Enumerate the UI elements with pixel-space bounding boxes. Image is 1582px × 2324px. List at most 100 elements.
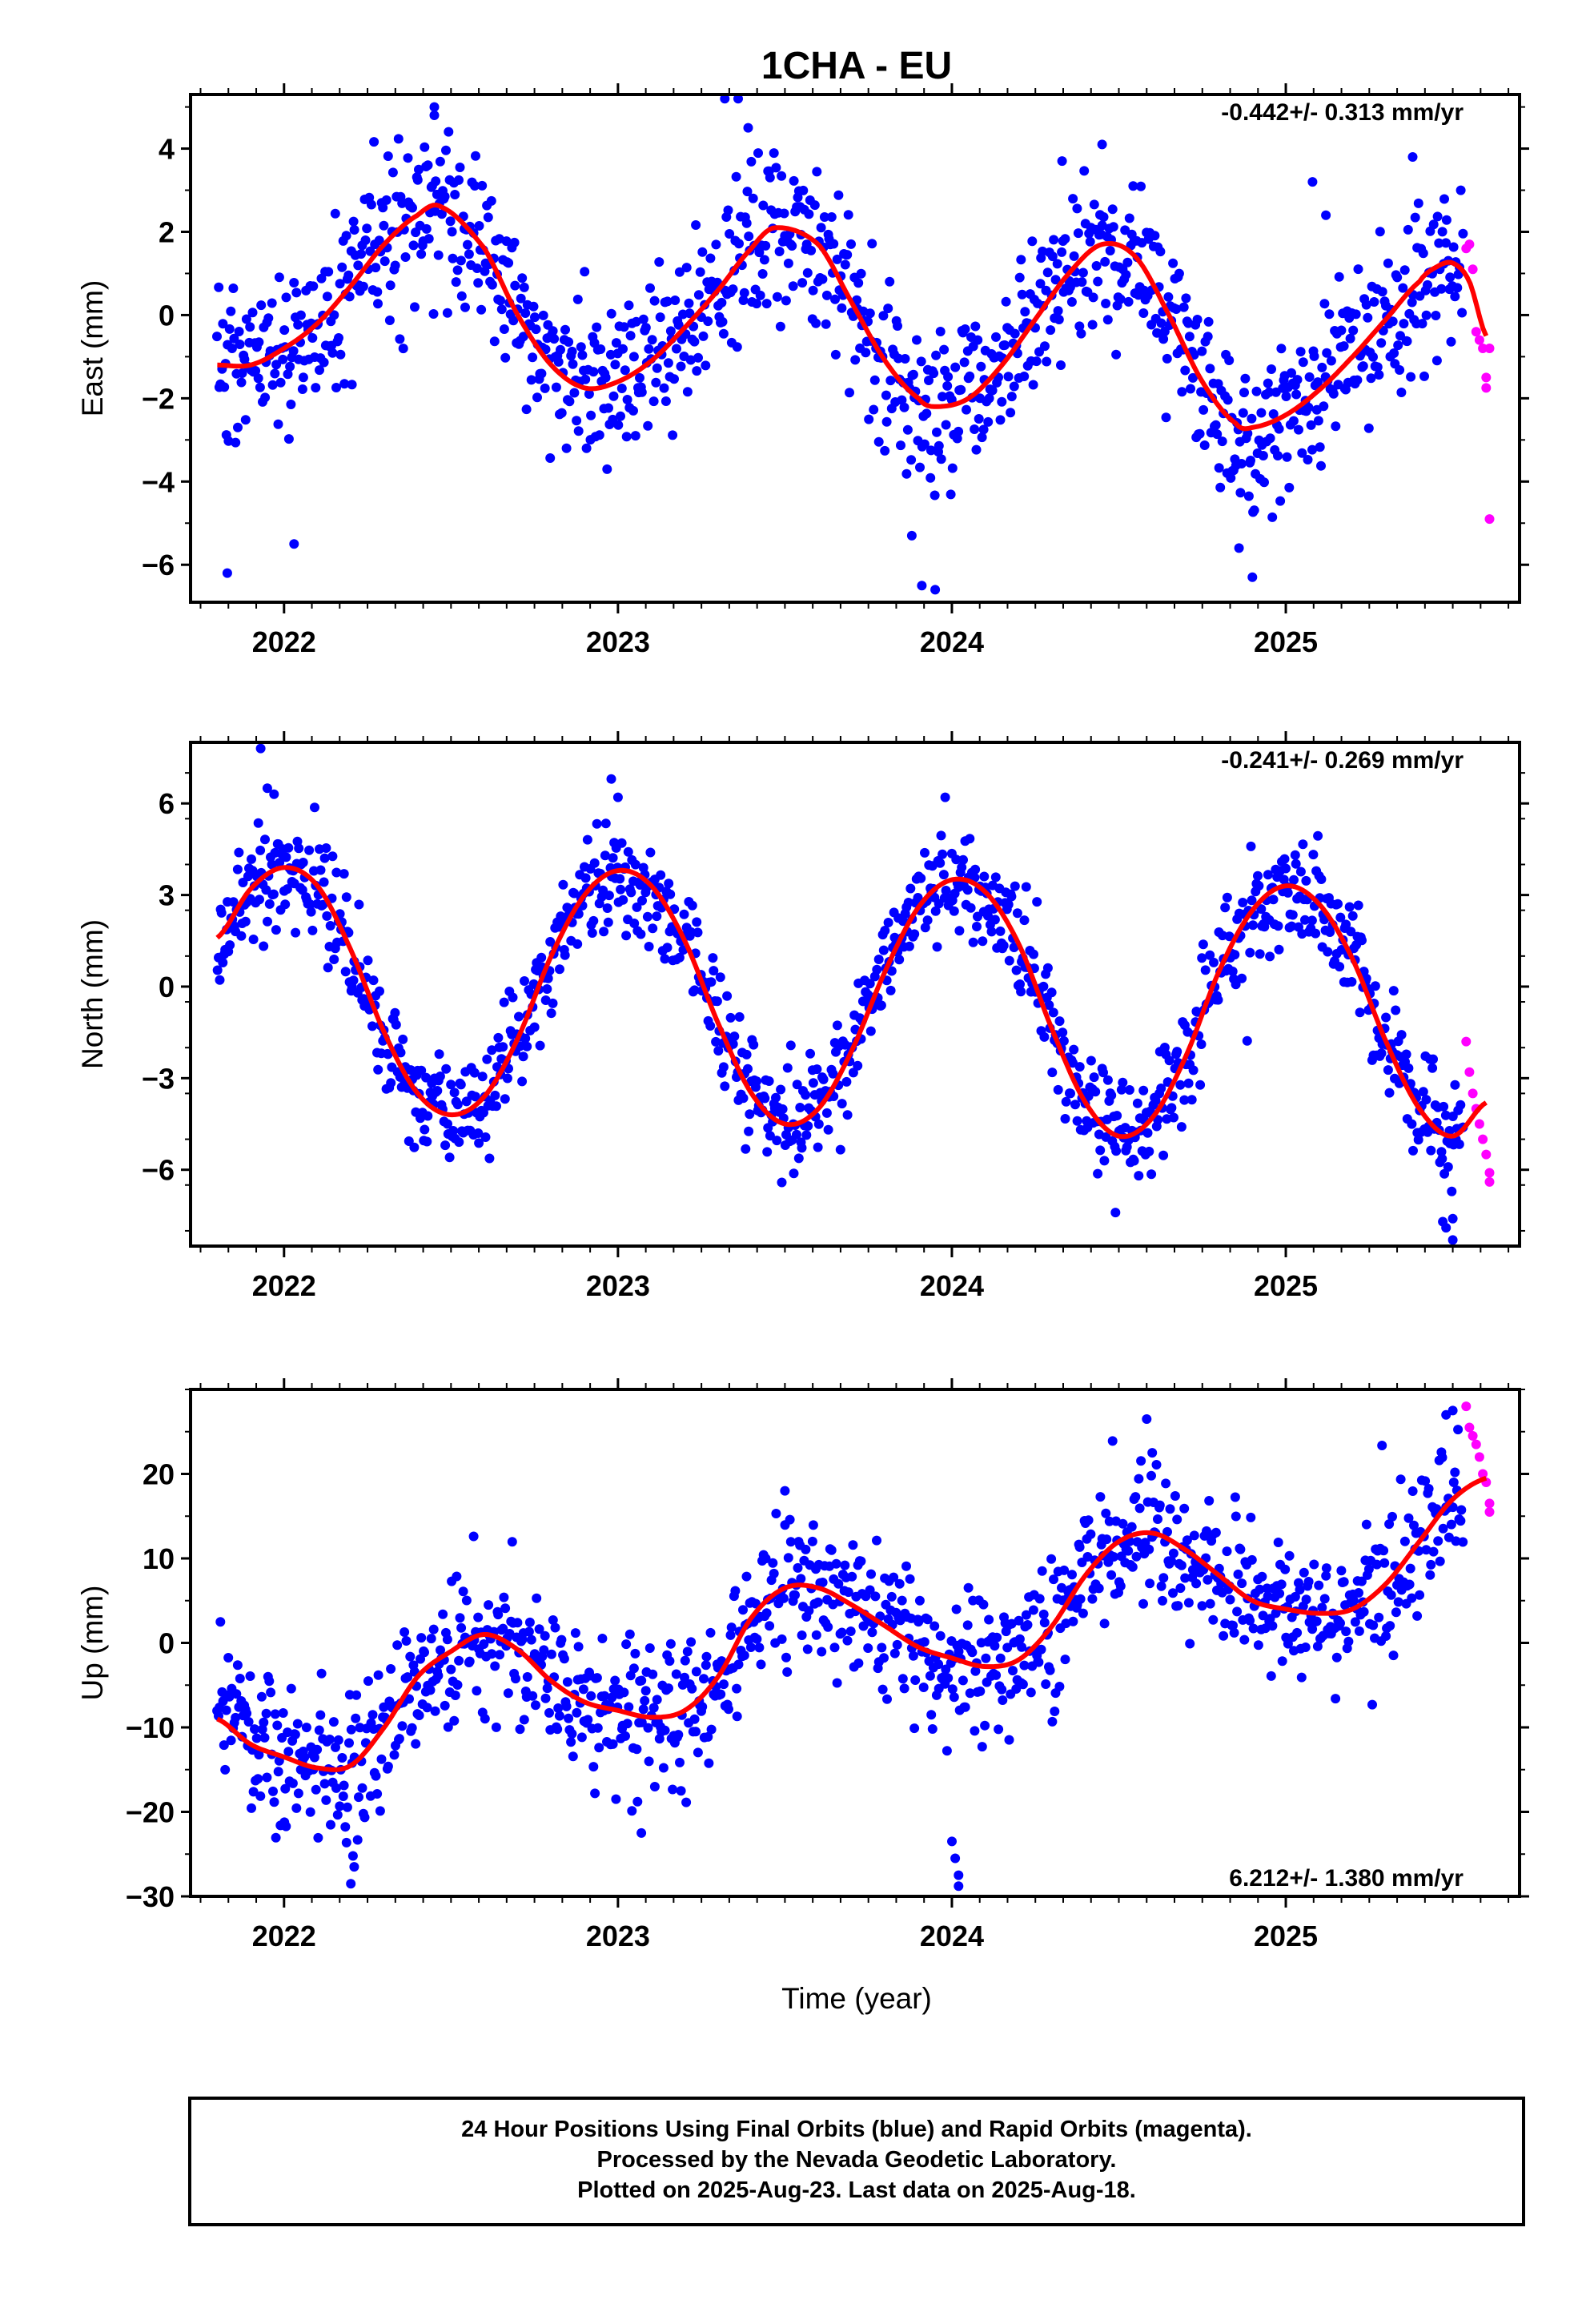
final-orbit-point: [881, 390, 891, 400]
final-orbit-point: [373, 1670, 383, 1680]
final-orbit-point: [802, 1644, 813, 1655]
rapid-orbit-point: [1464, 1422, 1475, 1433]
final-orbit-point: [894, 955, 905, 965]
final-orbit-point: [1451, 1536, 1461, 1546]
final-orbit-point: [1107, 1436, 1118, 1446]
final-orbit-point: [1188, 372, 1198, 383]
final-orbit-point: [1347, 911, 1358, 921]
final-orbit-point: [636, 1675, 647, 1686]
final-orbit-point: [216, 907, 227, 918]
final-orbit-point: [1102, 315, 1113, 325]
final-orbit-point: [218, 958, 228, 967]
final-orbit-point: [1039, 1618, 1050, 1628]
final-orbit-point: [222, 568, 232, 578]
final-orbit-point: [474, 221, 484, 231]
final-orbit-point: [789, 175, 799, 186]
final-orbit-point: [971, 444, 982, 455]
final-orbit-point: [807, 1536, 817, 1546]
final-orbit-point: [1230, 1492, 1240, 1502]
velocity-label: 6.212+/- 1.380 mm/yr: [1229, 1865, 1464, 1892]
final-orbit-point: [376, 1754, 387, 1764]
x-tick-label: 2025: [1254, 1269, 1318, 1302]
final-orbit-point: [1118, 1077, 1128, 1088]
final-orbit-point: [648, 396, 659, 407]
final-orbit-point: [1172, 1514, 1182, 1525]
final-orbit-point: [790, 1590, 800, 1600]
final-orbit-point: [897, 1595, 907, 1606]
final-orbit-point: [638, 314, 648, 324]
final-orbit-point: [970, 864, 981, 875]
final-orbit-point: [267, 380, 278, 390]
final-orbit-point: [529, 1022, 540, 1032]
final-orbit-point: [611, 1794, 621, 1804]
final-orbit-point: [1426, 1145, 1436, 1156]
final-orbit-point: [616, 884, 626, 895]
final-orbit-point: [339, 1780, 349, 1791]
final-orbit-point: [671, 1669, 681, 1679]
final-orbit-point: [264, 1676, 275, 1687]
final-orbit-point: [1182, 1535, 1192, 1546]
final-orbit-point: [880, 926, 890, 935]
final-orbit-point: [1274, 944, 1284, 955]
final-orbit-point: [1058, 1027, 1068, 1038]
final-orbit-point: [373, 299, 383, 309]
final-orbit-point: [245, 322, 255, 332]
final-orbit-point: [1287, 921, 1297, 931]
final-orbit-point: [428, 309, 439, 319]
final-orbit-point: [1247, 895, 1257, 906]
final-orbit-point: [1391, 1005, 1401, 1015]
final-orbit-point: [947, 1684, 958, 1695]
final-orbit-point: [741, 1049, 752, 1059]
final-orbit-point: [1428, 219, 1439, 230]
final-orbit-point: [1086, 1055, 1096, 1066]
final-orbit-point: [1443, 1162, 1453, 1172]
final-orbit-point: [531, 1700, 540, 1711]
final-orbit-point: [236, 377, 247, 388]
final-orbit-point: [1091, 261, 1102, 271]
final-orbit-point: [341, 892, 351, 903]
final-orbit-point: [821, 290, 832, 300]
final-orbit-point: [455, 163, 465, 172]
final-orbit-point: [662, 943, 673, 953]
final-orbit-point: [285, 361, 295, 372]
final-orbit-point: [922, 1614, 933, 1625]
final-orbit-point: [758, 200, 769, 211]
final-orbit-point: [957, 862, 967, 873]
final-orbit-point: [1200, 965, 1211, 975]
final-orbit-point: [1248, 1623, 1259, 1634]
final-orbit-point: [1222, 892, 1232, 903]
final-orbit-point: [885, 985, 896, 995]
final-orbit-point: [274, 272, 284, 283]
final-orbit-point: [1384, 1519, 1395, 1530]
final-orbit-point: [987, 385, 998, 396]
final-orbit-point: [823, 1622, 833, 1632]
final-orbit-point: [403, 153, 413, 163]
final-orbit-point: [1368, 1620, 1379, 1630]
final-orbit-point: [600, 1691, 610, 1701]
final-orbit-point: [725, 229, 735, 239]
final-orbit-point: [268, 889, 279, 899]
final-orbit-point: [474, 1138, 484, 1148]
final-orbit-point: [1247, 572, 1258, 582]
final-orbit-point: [1287, 368, 1296, 378]
final-orbit-point: [604, 403, 613, 413]
final-orbit-point: [664, 1683, 673, 1694]
final-orbit-point: [600, 818, 611, 829]
final-orbit-point: [379, 220, 389, 231]
final-orbit-point: [420, 1124, 430, 1135]
final-orbit-point: [640, 323, 651, 333]
final-orbit-point: [1028, 1605, 1038, 1615]
final-orbit-point: [830, 294, 840, 304]
final-orbit-point: [1107, 204, 1118, 215]
final-orbit-point: [1204, 1496, 1215, 1506]
final-orbit-point: [1421, 1095, 1431, 1105]
final-orbit-point: [212, 332, 222, 342]
final-orbit-point: [863, 990, 873, 1000]
final-orbit-point: [435, 156, 445, 167]
final-orbit-point: [1199, 404, 1209, 415]
rapid-orbit-point: [1474, 1452, 1484, 1462]
final-orbit-point: [765, 1131, 775, 1141]
final-orbit-point: [442, 308, 452, 318]
final-orbit-point: [912, 335, 921, 345]
